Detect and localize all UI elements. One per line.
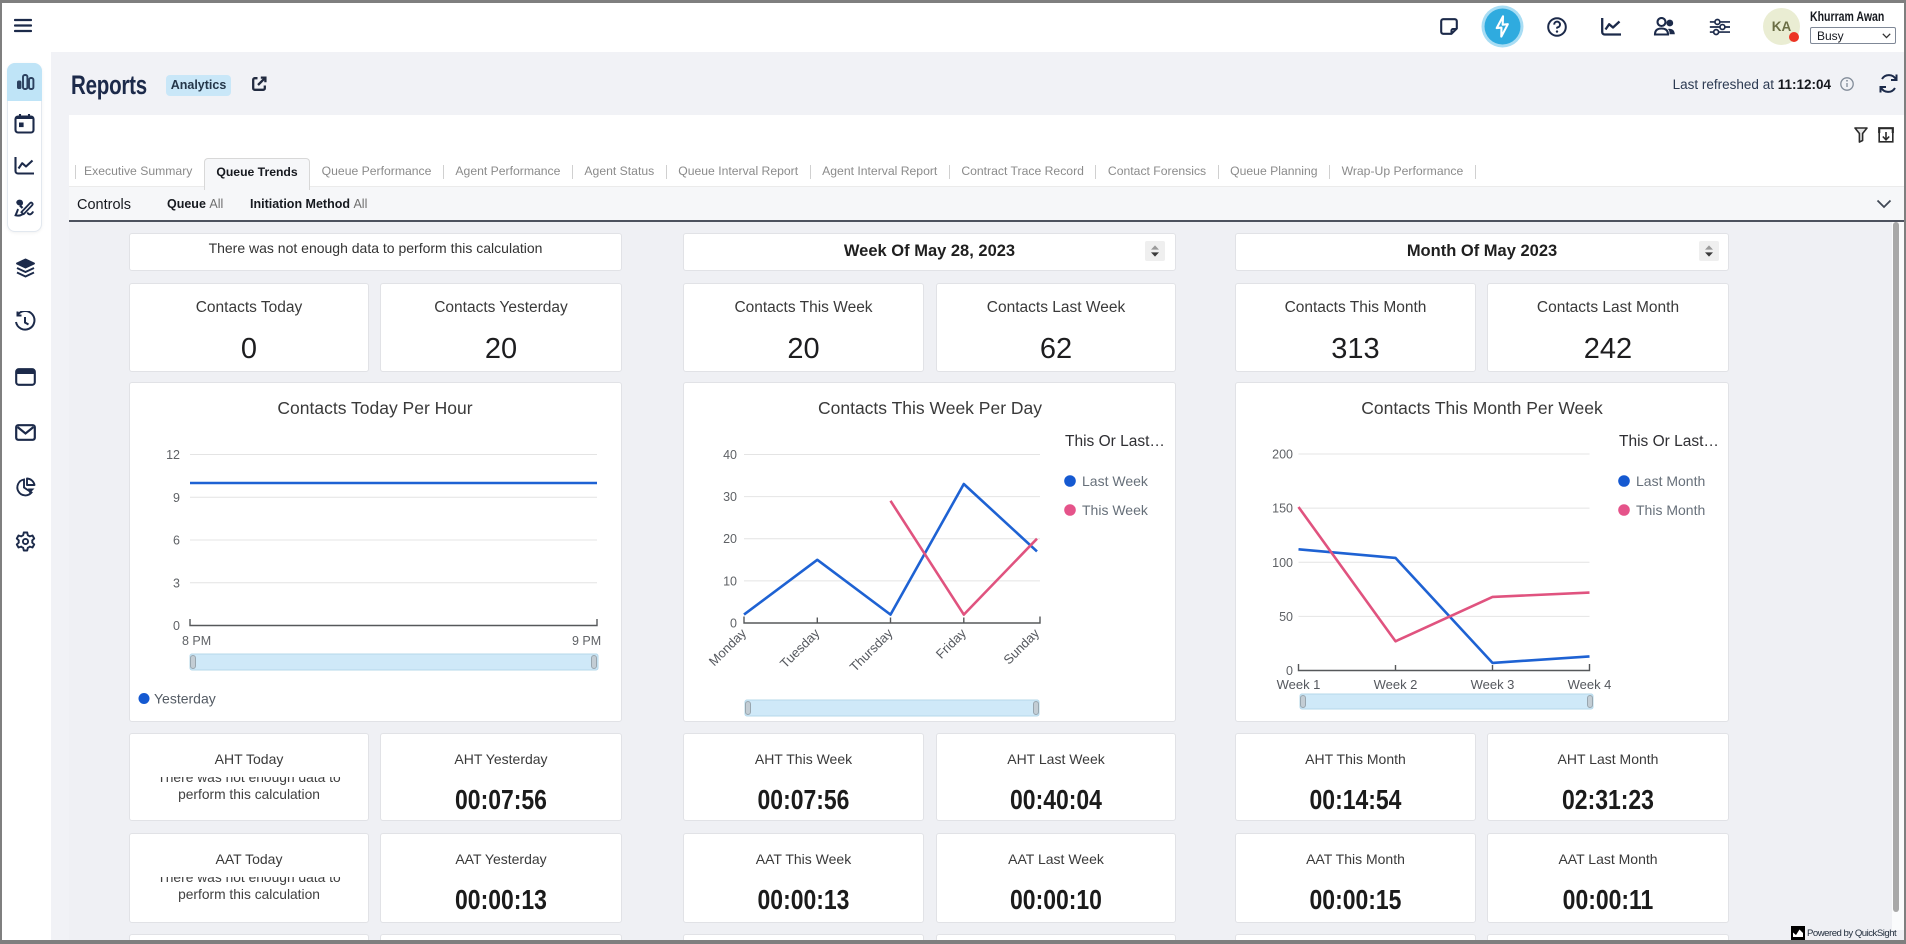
svg-text:Contacts Today Per Hour: Contacts Today Per Hour [277, 398, 472, 418]
svg-text:0: 0 [1286, 664, 1293, 678]
svg-text:3: 3 [173, 576, 180, 590]
svg-text:12: 12 [166, 448, 180, 462]
svg-text:200: 200 [1272, 448, 1293, 462]
svg-text:50: 50 [1279, 610, 1293, 624]
svg-text:Week 3: Week 3 [1471, 677, 1515, 692]
svg-text:Thursday: Thursday [847, 625, 896, 674]
svg-text:30: 30 [723, 490, 737, 504]
svg-text:9 PM: 9 PM [572, 634, 601, 648]
svg-text:Sunday: Sunday [1000, 625, 1042, 667]
svg-text:100: 100 [1272, 556, 1293, 570]
svg-text:8 PM: 8 PM [182, 634, 211, 648]
svg-text:Tuesday: Tuesday [777, 625, 823, 671]
svg-text:10: 10 [723, 574, 737, 588]
svg-text:Week 1: Week 1 [1277, 677, 1321, 692]
svg-text:0: 0 [173, 619, 180, 633]
svg-text:This Or Last…: This Or Last… [1619, 433, 1719, 450]
svg-text:9: 9 [173, 491, 180, 505]
svg-text:Week 2: Week 2 [1374, 677, 1418, 692]
svg-text:20: 20 [723, 532, 737, 546]
svg-text:Last Month: Last Month [1636, 473, 1705, 489]
svg-text:Contacts This Week Per Day: Contacts This Week Per Day [818, 398, 1042, 418]
svg-text:Week 4: Week 4 [1568, 677, 1612, 692]
svg-text:This Or Last…: This Or Last… [1065, 433, 1165, 450]
svg-text:40: 40 [723, 448, 737, 462]
svg-text:Friday: Friday [933, 625, 969, 661]
svg-text:Monday: Monday [706, 625, 750, 669]
svg-text:This Month: This Month [1636, 502, 1705, 518]
svg-text:6: 6 [173, 534, 180, 548]
svg-text:0: 0 [730, 617, 737, 631]
svg-text:Last Week: Last Week [1082, 473, 1149, 489]
svg-text:150: 150 [1272, 502, 1293, 516]
svg-text:Yesterday: Yesterday [154, 691, 216, 707]
svg-text:Contacts This Month Per Week: Contacts This Month Per Week [1361, 398, 1603, 418]
svg-text:This Week: This Week [1082, 502, 1149, 518]
